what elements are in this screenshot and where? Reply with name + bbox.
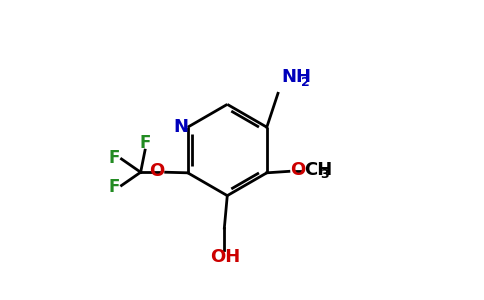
Text: F: F (139, 134, 151, 152)
Text: N: N (174, 118, 189, 136)
Text: CH: CH (304, 161, 332, 179)
Text: NH: NH (281, 68, 311, 86)
Text: F: F (108, 178, 120, 196)
Text: OH: OH (210, 248, 240, 266)
Text: F: F (108, 148, 120, 166)
Text: O: O (149, 162, 164, 180)
Text: 2: 2 (301, 76, 310, 89)
Text: O: O (290, 161, 305, 179)
Text: 3: 3 (320, 168, 329, 182)
